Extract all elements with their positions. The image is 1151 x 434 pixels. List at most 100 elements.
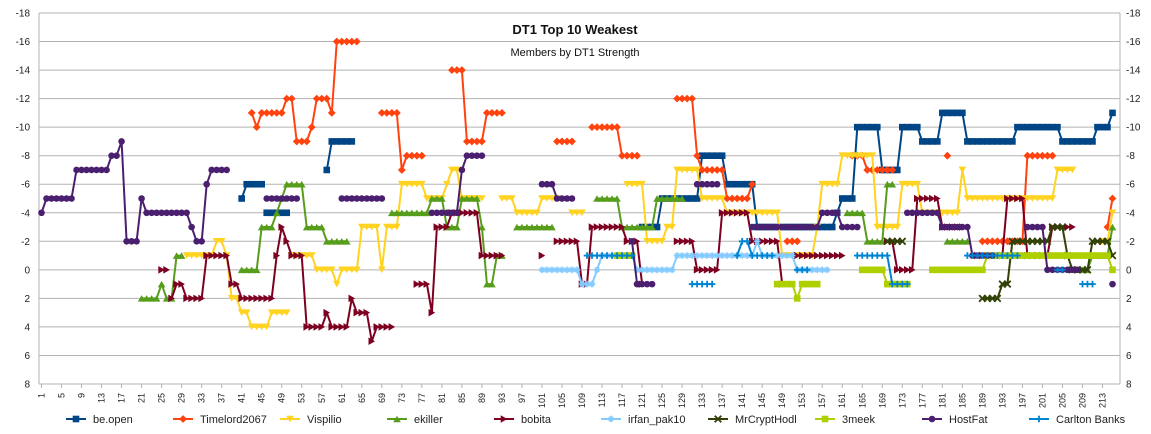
data-point [873, 123, 881, 131]
x-tick-label: 177 [917, 393, 927, 408]
data-point [223, 166, 230, 174]
y-tick-label: -4 [21, 208, 30, 219]
data-point [272, 108, 281, 117]
data-point [678, 237, 686, 246]
data-point [288, 195, 296, 202]
data-point [683, 195, 691, 202]
data-point [993, 195, 1002, 202]
data-point [593, 195, 601, 202]
legend-label: 3meek [842, 414, 876, 426]
data-point [683, 166, 691, 174]
data-point [898, 123, 906, 131]
data-point [183, 209, 190, 217]
data-point [588, 223, 596, 231]
marker-stroke [714, 252, 720, 259]
data-point [888, 223, 897, 231]
x-tick-label: 53 [297, 393, 307, 403]
data-point [948, 209, 957, 217]
data-point [909, 266, 916, 274]
data-point [278, 223, 286, 231]
data-point [738, 194, 747, 203]
data-point [888, 166, 897, 174]
data-point [708, 152, 716, 159]
marker-stroke [754, 238, 760, 245]
data-point [648, 238, 656, 245]
data-point [1079, 138, 1086, 145]
data-point [688, 237, 696, 246]
data-point [963, 195, 972, 202]
data-point [448, 223, 456, 231]
data-point [633, 280, 641, 288]
data-point [1038, 151, 1047, 160]
data-point [1059, 138, 1066, 145]
x-tick-label: 197 [1017, 393, 1027, 408]
data-point [628, 252, 636, 259]
data-point [914, 123, 921, 131]
data-point [1054, 252, 1061, 259]
data-point [1034, 252, 1041, 259]
data-point [423, 209, 431, 217]
data-point [793, 295, 801, 302]
marker-stroke [1083, 265, 1092, 274]
data-point [748, 180, 757, 189]
data-point [368, 195, 376, 202]
legend-item-bobita: bobita [494, 414, 552, 426]
data-point [43, 195, 50, 202]
data-point [924, 138, 931, 145]
data-point [282, 309, 291, 316]
data-point [187, 252, 196, 259]
data-point [157, 280, 166, 288]
data-point [818, 209, 826, 217]
data-point [488, 280, 496, 288]
data-point [868, 238, 877, 245]
data-point [773, 252, 781, 259]
data-point [788, 237, 797, 246]
data-point [838, 152, 847, 159]
data-point [568, 209, 576, 217]
data-point [443, 223, 451, 231]
data-point [462, 137, 471, 146]
data-point [983, 195, 992, 202]
data-point [773, 280, 781, 288]
data-point [212, 238, 221, 245]
data-point [192, 252, 201, 259]
data-point [698, 166, 707, 174]
data-point [593, 266, 601, 274]
data-point [603, 195, 611, 202]
data-point [418, 280, 426, 288]
data-point [528, 209, 536, 217]
data-point [833, 209, 841, 217]
data-point [397, 166, 406, 174]
data-point [158, 266, 165, 274]
data-point [628, 223, 636, 231]
data-point [919, 138, 926, 145]
data-point [718, 152, 726, 159]
data-point [488, 108, 496, 117]
data-point [142, 295, 151, 302]
marker-stroke [824, 267, 830, 273]
data-point [1108, 194, 1117, 203]
data-point [868, 166, 877, 174]
data-point [498, 195, 506, 202]
data-point [1049, 252, 1056, 259]
data-point [653, 266, 661, 274]
data-point [1014, 123, 1021, 131]
data-point [1003, 280, 1012, 289]
data-point [713, 166, 722, 174]
data-point [863, 152, 872, 159]
data-point [858, 209, 867, 217]
x-tick-label: 93 [497, 393, 507, 403]
data-point [263, 294, 271, 303]
data-point [843, 195, 851, 202]
data-point [893, 223, 902, 231]
data-point [843, 152, 852, 159]
data-point [698, 266, 706, 274]
marker-stroke [594, 267, 600, 273]
data-point [528, 223, 536, 231]
data-point [648, 223, 656, 231]
data-point [1048, 195, 1057, 202]
data-point [553, 237, 561, 246]
data-point [798, 251, 806, 260]
marker-stroke [679, 252, 685, 259]
data-point [1039, 223, 1046, 231]
